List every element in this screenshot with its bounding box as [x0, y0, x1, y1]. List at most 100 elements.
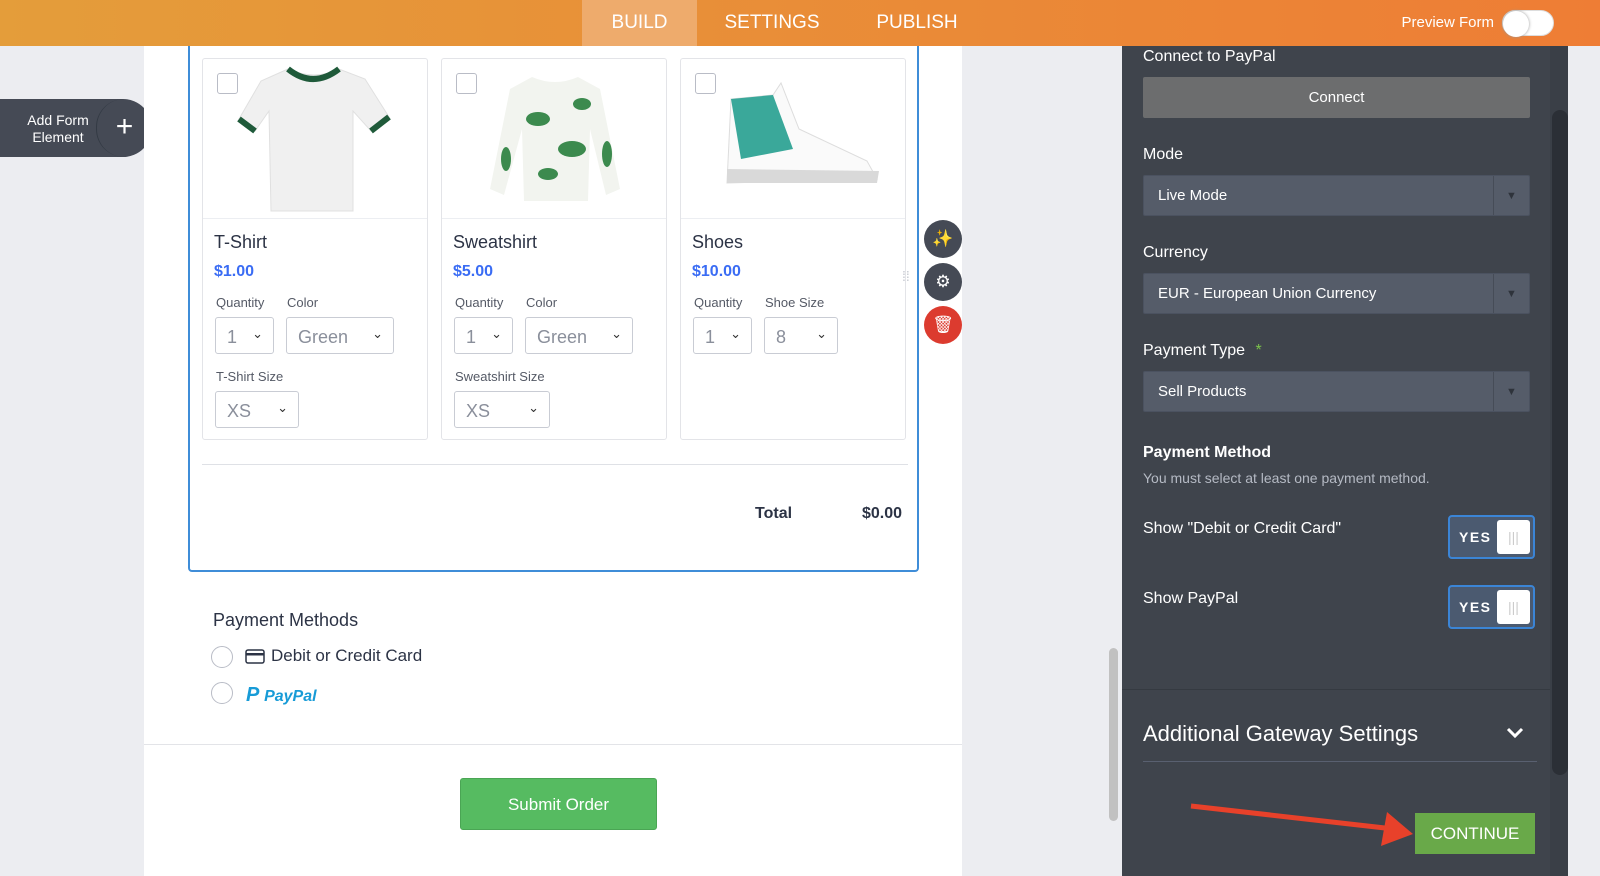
product-name: Shoes [692, 232, 744, 252]
total-value: $0.00 [862, 505, 903, 522]
divider [1143, 761, 1537, 762]
chevron-down-icon: ⌄ [277, 400, 288, 415]
tab-publish[interactable]: PUBLISH [876, 12, 958, 33]
quantity-label: Quantity [455, 295, 504, 310]
product-card-sweatshirt: Sweatshirt $5.00 Quantity Color 1 ⌄ Green… [441, 58, 667, 440]
currency-value: EUR - European Union Currency [1158, 285, 1377, 302]
payment-settings-panel: Connect to PayPal Connect Mode Live Mode… [1122, 46, 1550, 876]
size-select[interactable]: XS ⌄ [454, 391, 550, 428]
required-mark: * [1255, 342, 1262, 359]
additional-gateway-settings-toggle[interactable]: Additional Gateway Settings [1143, 721, 1419, 746]
panel-scrollbar[interactable] [1552, 110, 1568, 775]
connect-label: Connect to PayPal [1143, 48, 1276, 65]
product-card-tshirt: T-Shirt $1.00 Quantity Color 1 ⌄ Green ⌄ T… [202, 58, 428, 440]
select-checkbox[interactable] [695, 73, 716, 94]
product-list-widget[interactable]: T-Shirt $1.00 Quantity Color 1 ⌄ Green ⌄ T… [188, 46, 919, 572]
form-canvas: T-Shirt $1.00 Quantity Color 1 ⌄ Green ⌄ T… [144, 46, 962, 876]
chevron-down-icon: ⌄ [372, 326, 383, 341]
show-card-label: Show "Debit or Credit Card" [1143, 520, 1342, 537]
payment-type-value: Sell Products [1158, 383, 1247, 400]
color-value: Green [298, 327, 349, 347]
show-paypal-toggle[interactable]: YES ||| [1448, 585, 1535, 629]
chevron-down-icon: ⌄ [491, 326, 502, 341]
size-value: XS [466, 401, 491, 421]
product-image-sweatshirt [442, 59, 666, 219]
currency-select[interactable]: EUR - European Union Currency ▼ [1143, 273, 1530, 314]
select-checkbox[interactable] [217, 73, 238, 94]
caret-down-icon: ▼ [1493, 274, 1529, 313]
magic-wand-icon[interactable]: ✨ [924, 220, 962, 258]
quantity-value: 1 [466, 327, 477, 347]
payment-type-select[interactable]: Sell Products ▼ [1143, 371, 1530, 412]
connect-button[interactable]: Connect [1143, 77, 1530, 118]
color-select[interactable]: Green ⌄ [525, 317, 633, 354]
shoe-size-value: 8 [776, 327, 787, 347]
total-label: Total [755, 505, 793, 522]
caret-down-icon: ▼ [1493, 176, 1529, 215]
radio-paypal[interactable] [211, 682, 233, 704]
show-card-toggle[interactable]: YES ||| [1448, 515, 1535, 559]
form-scrollbar[interactable] [1109, 648, 1118, 821]
plus-icon: + [96, 99, 152, 157]
product-price: $1.00 [214, 263, 255, 280]
quantity-select[interactable]: 1 ⌄ [454, 317, 513, 354]
chevron-down-icon: ⌄ [252, 326, 263, 341]
chevron-down-icon: ⌄ [611, 326, 622, 341]
quantity-label: Quantity [216, 295, 265, 310]
product-price: $10.00 [692, 263, 741, 280]
size-select[interactable]: XS ⌄ [215, 391, 299, 428]
divider [202, 464, 908, 465]
tab-settings[interactable]: SETTINGS [724, 12, 820, 33]
product-image-shoes [681, 59, 905, 219]
product-price: $5.00 [453, 263, 494, 280]
credit-card-icon [245, 649, 265, 664]
color-select[interactable]: Green ⌄ [286, 317, 394, 354]
size-label: Sweatshirt Size [455, 369, 545, 384]
chevron-down-icon: ⌄ [816, 326, 827, 341]
add-form-element-button[interactable]: Add Form Element + [0, 99, 152, 157]
currency-label: Currency [1143, 244, 1208, 261]
preview-form-label: Preview Form [1401, 14, 1494, 31]
divider [1122, 689, 1550, 690]
submit-order-button[interactable]: Submit Order [460, 778, 657, 830]
mode-value: Live Mode [1158, 187, 1228, 204]
paypal-logo: P PayPal [246, 684, 317, 706]
gear-icon[interactable]: ⚙ [924, 263, 962, 301]
card-option-label: Debit or Credit Card [271, 646, 423, 665]
toggle-value: YES [1459, 529, 1492, 545]
payment-method-hint: You must select at least one payment met… [1143, 470, 1430, 486]
toggle-value: YES [1459, 599, 1492, 615]
payment-method-title: Payment Method [1143, 444, 1272, 461]
divider [144, 744, 962, 745]
quantity-select[interactable]: 1 ⌄ [215, 317, 274, 354]
shoe-size-select[interactable]: 8 ⌄ [764, 317, 838, 354]
add-form-element-label: Add Form Element [27, 112, 89, 145]
select-checkbox[interactable] [456, 73, 477, 94]
size-value: XS [227, 401, 252, 421]
product-name: T-Shirt [214, 232, 268, 252]
chevron-down-icon: ⌄ [730, 326, 741, 341]
color-label: Color [526, 295, 558, 310]
drag-handle-icon[interactable]: ⁞⁞ [902, 268, 910, 284]
size-label: T-Shirt Size [216, 369, 284, 384]
tab-build[interactable]: BUILD [582, 0, 697, 46]
chevron-down-icon[interactable] [1506, 726, 1524, 740]
top-bar: BUILD SETTINGS PUBLISH Preview Form [0, 0, 1600, 46]
quantity-select[interactable]: 1 ⌄ [693, 317, 752, 354]
chevron-down-icon: ⌄ [528, 400, 539, 415]
quantity-value: 1 [227, 327, 238, 347]
payment-methods-title: Payment Methods [213, 610, 359, 630]
product-card-shoes: Shoes $10.00 Quantity Shoe Size 1 ⌄ 8 ⌄ [680, 58, 906, 440]
mode-select[interactable]: Live Mode ▼ [1143, 175, 1530, 216]
trash-icon[interactable]: 🗑 [924, 306, 962, 344]
product-image-tshirt [203, 59, 427, 219]
shoe-size-label: Shoe Size [765, 295, 825, 310]
quantity-label: Quantity [694, 295, 743, 310]
product-name: Sweatshirt [453, 232, 538, 252]
annotation-arrow-icon [1190, 803, 1413, 846]
preview-form-toggle[interactable] [1502, 10, 1554, 37]
continue-button[interactable]: CONTINUE [1415, 813, 1535, 854]
radio-card[interactable] [211, 646, 233, 668]
color-value: Green [537, 327, 588, 347]
payment-type-label: Payment Type * [1143, 342, 1262, 359]
